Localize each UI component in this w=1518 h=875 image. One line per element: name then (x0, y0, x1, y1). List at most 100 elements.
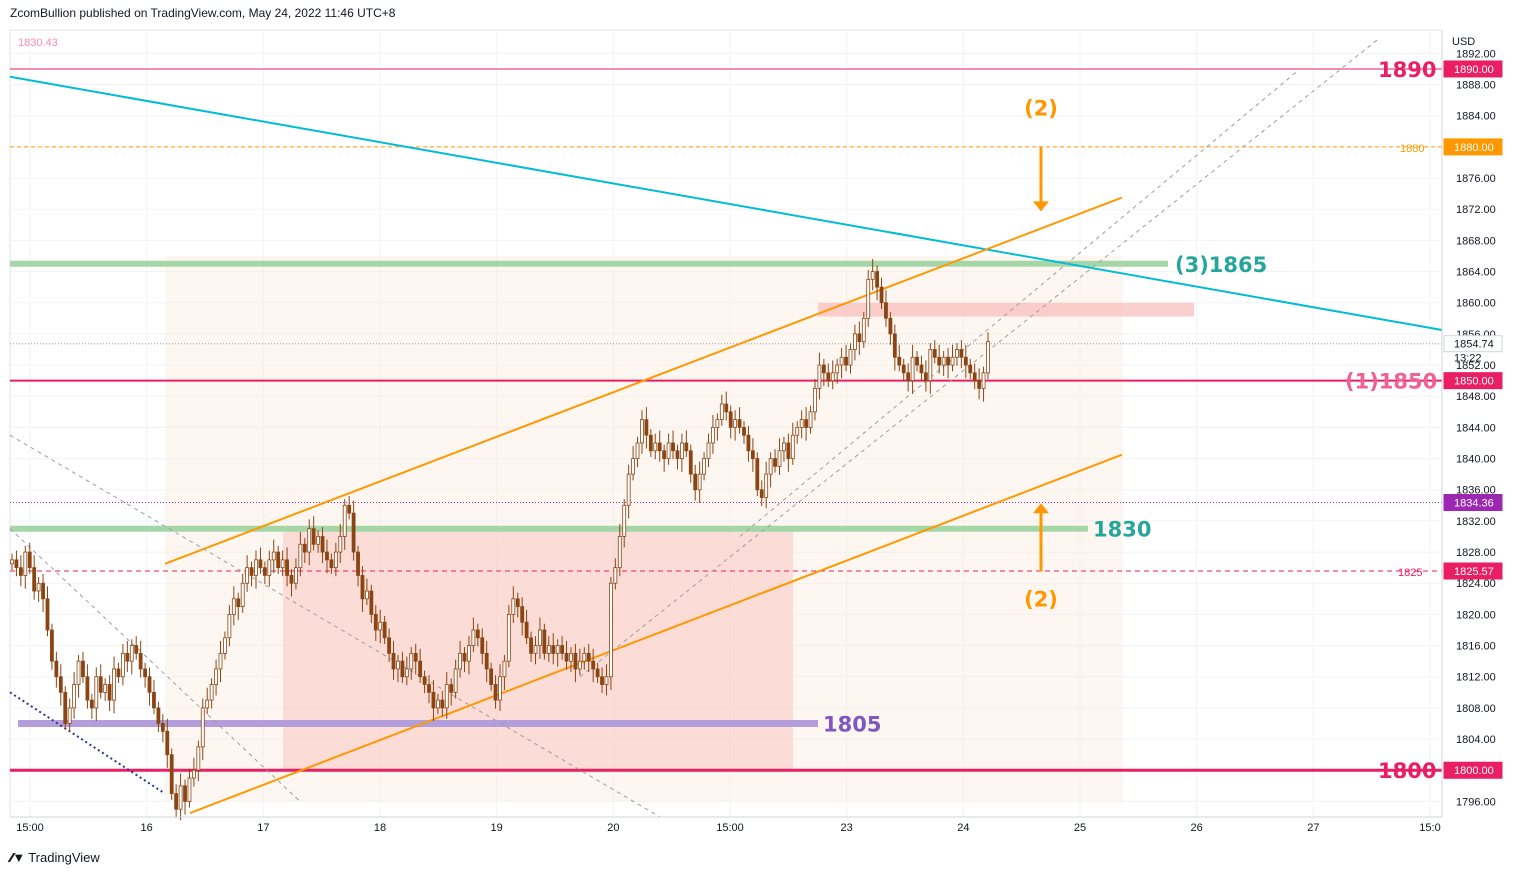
candle-body (280, 559, 285, 569)
candle-body (932, 349, 937, 358)
candle-body (520, 606, 525, 623)
time-axis[interactable]: 15:00 16 17 18 19 20 15:00 23 24 25 26 27 15:0 (16, 822, 1440, 834)
candle-body (635, 442, 640, 459)
y-tick-label: 1884.00 (1456, 111, 1496, 123)
candle-body (480, 637, 485, 654)
candle-body (138, 652, 143, 670)
x-tick-label: 24 (957, 822, 969, 834)
candle-body (418, 660, 423, 678)
candle-body (307, 528, 312, 553)
candle-body (36, 582, 41, 592)
candle-body (76, 660, 81, 685)
candle-body (759, 489, 764, 498)
candle-body (755, 458, 760, 491)
candle-body (121, 652, 125, 678)
candle-body (728, 411, 733, 428)
candle-body (360, 575, 365, 600)
candle-body (440, 699, 445, 709)
guide-line (9, 528, 301, 802)
candle-body (821, 364, 826, 374)
candle-body (835, 364, 840, 374)
guide-line (579, 37, 1381, 678)
price-badge-text: 1850.00 (1454, 376, 1494, 388)
candle-body (18, 567, 23, 576)
y-tick-label: 1872.00 (1456, 204, 1496, 216)
price-badge (1443, 761, 1503, 779)
candle-body (657, 442, 662, 452)
candle-body (915, 356, 919, 366)
x-tick-label: 15:0 (1419, 822, 1440, 834)
candle-body (564, 652, 569, 662)
candle-body (844, 356, 848, 366)
price-badge (1443, 494, 1503, 512)
candle-body (986, 341, 990, 374)
candle-body (187, 777, 192, 802)
candle-body (901, 364, 906, 374)
candle-body (427, 684, 431, 693)
candle-body (879, 286, 884, 304)
candle-body (471, 629, 476, 646)
candle-body (742, 426, 746, 436)
candle-body (790, 434, 795, 459)
price-badge (1443, 60, 1503, 78)
candle-body (768, 458, 773, 475)
candle-body (214, 668, 218, 685)
candle-body (853, 333, 857, 350)
level-label: 1800 (1378, 759, 1436, 783)
candle-body (937, 356, 942, 366)
candle-body (409, 652, 414, 670)
candle-body (591, 660, 596, 670)
candle-body (515, 598, 520, 608)
candle-body (870, 271, 875, 280)
y-tick-label: 1840.00 (1456, 454, 1496, 466)
candle-body (977, 380, 982, 389)
candle-body (462, 652, 467, 662)
previous-value: 1830.43 (18, 37, 58, 49)
y-tick-label: 1876.00 (1456, 173, 1496, 185)
candle-body (85, 676, 90, 701)
candle-body (467, 645, 471, 662)
x-tick-label: 20 (607, 822, 619, 834)
price-badge-text: 1825.57 (1454, 566, 1494, 578)
footer-brand[interactable]: ⁄⁄▼ TradingView (10, 850, 100, 865)
candle-body (458, 652, 462, 670)
candle-body (200, 707, 205, 748)
candle-body (271, 551, 276, 561)
candle-body (653, 442, 658, 452)
candle-body (826, 372, 831, 382)
price-badge (1443, 335, 1503, 353)
candle-body (156, 707, 161, 724)
x-tick-label: 19 (491, 822, 503, 834)
x-tick-label: 15:00 (16, 822, 44, 834)
price-badge (1443, 562, 1503, 580)
candles (10, 259, 990, 821)
guide-line (9, 434, 661, 818)
price-axis[interactable]: 1892.00 1888.00 1884.00 1880.00 1876.00 1872.… (1443, 48, 1503, 808)
countdown-text: 13:22 (1454, 353, 1482, 365)
candle-body (671, 442, 675, 452)
candle-body (737, 419, 742, 428)
y-tick-label: 1868.00 (1456, 235, 1496, 247)
candle-body (813, 388, 817, 413)
candle-body (604, 676, 609, 685)
candle-body (413, 652, 418, 662)
candle-body (298, 543, 303, 569)
candle-body (684, 442, 689, 452)
candle-body (431, 691, 436, 709)
candle-body (116, 668, 121, 678)
candle-body (955, 349, 959, 358)
candle-body (679, 442, 684, 459)
y-tick-label: 1832.00 (1456, 516, 1496, 528)
candle-body (236, 598, 241, 608)
candle-body (249, 567, 254, 576)
candle-body (959, 349, 964, 358)
candle-body (662, 450, 667, 459)
candle-body (196, 746, 201, 771)
candle-body (342, 504, 347, 537)
candle-body (795, 426, 800, 436)
candle-body (892, 333, 897, 358)
candle-body (928, 349, 933, 382)
x-tick-label: 25 (1074, 822, 1086, 834)
candle-body (435, 699, 440, 709)
